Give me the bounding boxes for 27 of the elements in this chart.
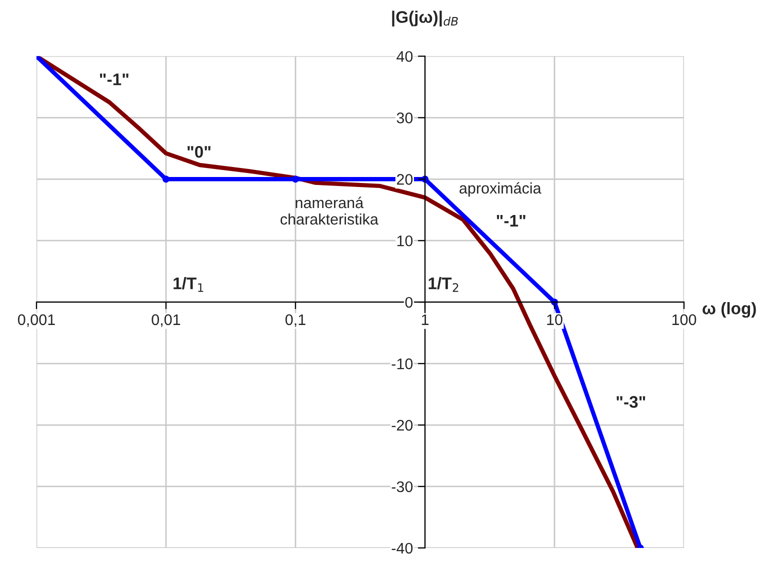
y-tick-label: 40 [396,51,413,62]
y-tick-label: 30 [396,112,413,124]
x-tick-label: 1 [422,314,428,325]
x-tick-label: 0,01 [152,314,180,327]
annotation: 1/T$_{1}$ [174,277,204,292]
x-tick-label: 100 [672,314,696,326]
x-tick-label: 10 [547,314,562,326]
annotation: "-1" [100,74,128,86]
y-tick-label: 20 [396,174,413,185]
annotation: "-3" [616,396,646,408]
y-tick-label: -20 [392,420,413,431]
point [292,176,299,183]
x-tick-label: 0,001 [18,314,55,327]
y-tick-label: -30 [392,481,413,492]
annotation: "-1" [496,215,526,226]
y-tick-label: 10 [397,235,413,246]
y-tick-label: -10 [392,358,413,370]
annotation: nameraná charakteristika [280,196,378,225]
x-axis-title: ω (log) [702,302,756,318]
x-tick-label: 0,1 [285,314,306,327]
y-tick-label: -40 [392,542,413,554]
y-axis-title: |G(jω)|$_{dB}$ [392,10,458,26]
y-tick-label: 0 [405,296,413,308]
annotation: aproximácia [460,182,542,197]
annotation: "0" [188,146,210,158]
point [162,176,170,183]
annotation: 1/T$_{2}$ [428,277,458,292]
